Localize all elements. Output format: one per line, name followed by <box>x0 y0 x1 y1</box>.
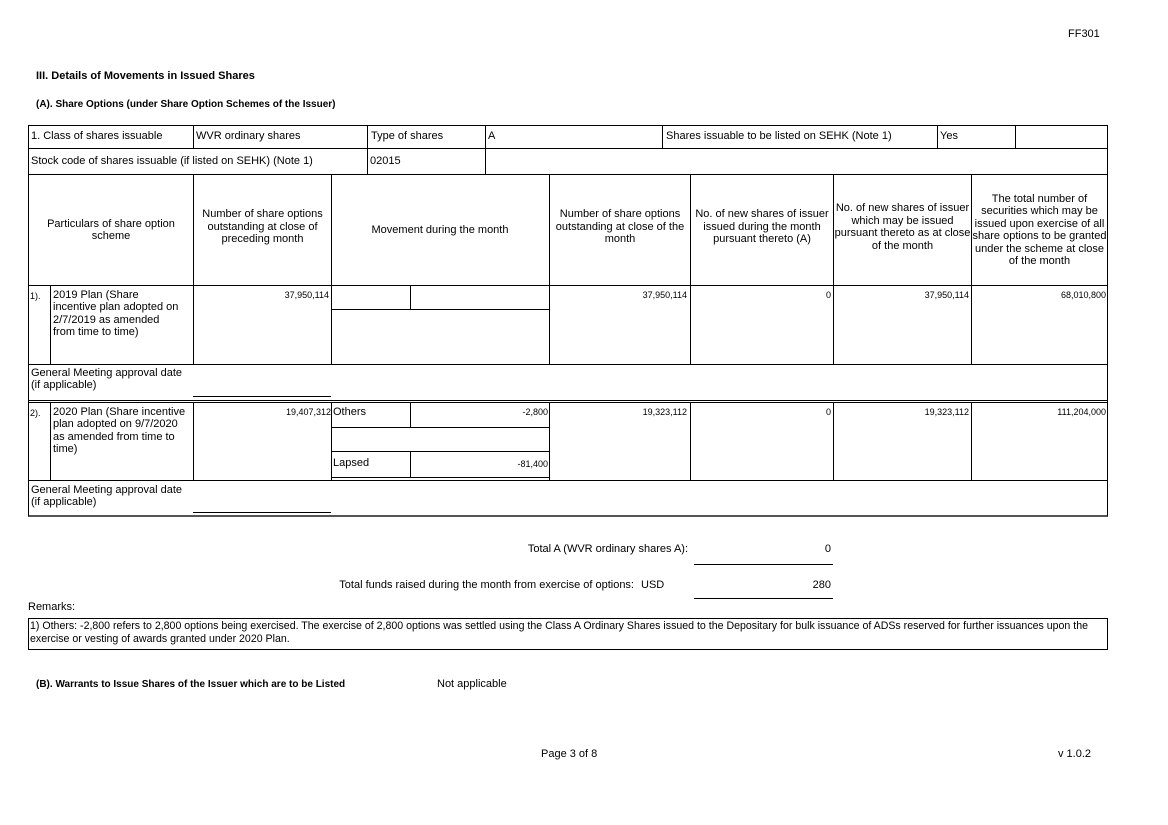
plan-name: 2019 Plan (Share incentive plan adopted … <box>53 289 179 338</box>
movement-type: Lapsed <box>333 457 370 469</box>
preceding-value: 37,950,114 <box>284 290 329 300</box>
remarks-text: 1) Others: -2,800 refers to 2,800 option… <box>30 620 1088 645</box>
total-value: 68,010,800 <box>1060 290 1106 300</box>
gm-approval-label: General Meeting approval date (if applic… <box>31 484 183 509</box>
header-total: The total number of securities which may… <box>972 192 1107 268</box>
movement-type: Others <box>333 406 367 418</box>
movement-value: -2,800 <box>522 407 548 417</box>
page-number: Page 3 of 8 <box>541 748 598 760</box>
header-may-issue: No. of new shares of issuer which may be… <box>834 202 971 252</box>
type-value: A <box>488 130 496 142</box>
header-preceding: Number of share options outstanding at c… <box>202 208 323 246</box>
class-value: WVR ordinary shares <box>196 130 301 142</box>
plan-number: 2). <box>30 408 41 418</box>
may-issue-value: 19,323,112 <box>924 407 969 417</box>
total-a-value: 0 <box>824 543 831 555</box>
subsection-b-title: (B). Warrants to Issue Shares of the Iss… <box>36 679 346 690</box>
class-label: 1. Class of shares issuable <box>31 130 163 142</box>
section-title: III. Details of Movements in Issued Shar… <box>36 70 255 82</box>
total-a-label: Total A (WVR ordinary shares A): <box>527 543 688 555</box>
header-close: Number of share options outstanding at c… <box>555 208 685 246</box>
issued-value: 0 <box>825 290 831 300</box>
funds-currency: USD <box>641 579 665 591</box>
funds-value: 280 <box>812 579 831 591</box>
stock-code-value: 02015 <box>370 155 401 167</box>
plan-name: 2020 Plan (Share incentive plan adopted … <box>53 406 186 455</box>
close-value: 37,950,114 <box>642 290 687 300</box>
header-particulars: Particulars of share option scheme <box>47 217 175 243</box>
listed-value: Yes <box>940 130 958 142</box>
version: v 1.0.2 <box>1058 748 1092 760</box>
total-value: 111,204,000 <box>1057 407 1106 417</box>
remarks-label: Remarks: <box>28 601 76 613</box>
form-code: FF301 <box>1068 28 1100 40</box>
movement-value: -81,400 <box>517 459 548 469</box>
listed-label: Shares issuable to be listed on SEHK (No… <box>666 130 892 142</box>
header-issued: No. of new shares of issuer issued durin… <box>695 208 829 246</box>
issued-value: 0 <box>825 407 831 417</box>
close-value: 19,323,112 <box>642 407 687 417</box>
may-issue-value: 37,950,114 <box>924 290 969 300</box>
funds-label: Total funds raised during the month from… <box>339 579 634 591</box>
type-label: Type of shares <box>371 130 444 142</box>
preceding-value: 19,407,312 <box>285 407 331 417</box>
subsection-b-value: Not applicable <box>437 678 507 690</box>
subsection-a-title: (A). Share Options (under Share Option S… <box>36 99 336 110</box>
header-movement: Movement during the month <box>371 223 509 236</box>
stock-code-label: Stock code of shares issuable (if listed… <box>31 155 313 167</box>
gm-approval-label: General Meeting approval date (if applic… <box>31 367 183 392</box>
plan-number: 1). <box>30 291 41 301</box>
